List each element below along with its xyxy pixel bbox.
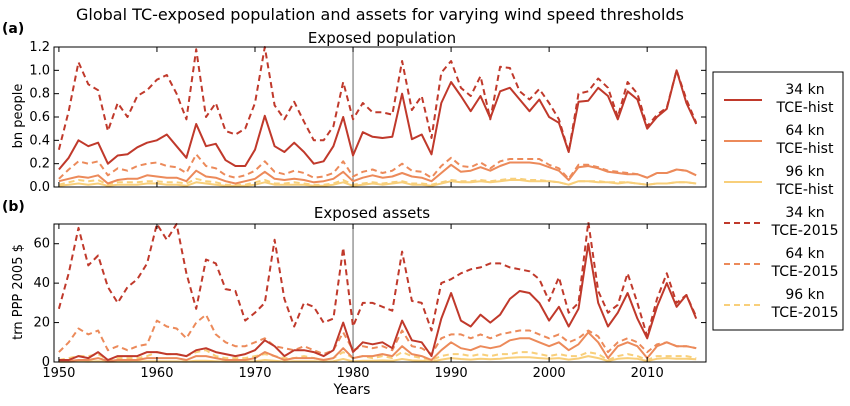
legend-label-dataset: TCE-hist (776, 182, 834, 198)
panel-b-series-2 (58, 331, 697, 362)
x-tick-label: 1990 (435, 366, 468, 381)
legend-label-threshold: 34 kn (785, 82, 824, 98)
x-tick-label: 1980 (336, 366, 369, 381)
panel-a-title: Exposed population (308, 29, 456, 47)
panel-a-ytick-label: 0.0 (29, 180, 50, 195)
panel-a-frame (53, 46, 707, 188)
panel-b-series-4 (57, 221, 698, 338)
panel-a-ytick-label: 0.8 (29, 87, 50, 102)
panel-a-series-3 (58, 179, 697, 187)
panel-b-title: Exposed assets (314, 204, 430, 222)
panel-a-ytick-label: 0.4 (29, 133, 50, 148)
panel-b-series-1 (58, 242, 698, 361)
panel-a-ytick-label: 0.6 (29, 110, 50, 125)
panel-b-ytick-label: 60 (33, 237, 50, 252)
panel-b-series-3 (58, 355, 697, 363)
legend: 34 kn TCE-hist 64 kn TCE-hist 96 kn TCE-hist 3… (712, 71, 844, 331)
legend-label-dataset: TCE-hist (776, 100, 834, 116)
legend-label-threshold: 34 kn (785, 205, 824, 221)
legend-label-dataset: TCE-hist (776, 141, 834, 157)
panel-b-frame (53, 223, 707, 363)
figure-title: Global TC-exposed population and assets … (76, 5, 684, 24)
panel-b-series-6 (58, 349, 697, 361)
panel-b-ytick-label: 0 (42, 355, 50, 370)
panel-a-ylabel: bn people (11, 84, 26, 149)
panel-a-ytick-label: 1.2 (29, 40, 50, 55)
legend-frame (712, 71, 844, 331)
x-tick-label: 2010 (631, 366, 664, 381)
panel-a-ytick-label: 1.0 (29, 63, 50, 78)
x-tick-label: 1950 (42, 366, 75, 381)
legend-label-threshold: 64 kn (785, 246, 824, 262)
x-tick-label: 1960 (140, 366, 173, 381)
x-axis-label: Years (333, 382, 371, 398)
panel-a-ytick-label: 0.2 (29, 157, 50, 172)
legend-label-dataset: TCE-2015 (770, 305, 838, 321)
panel-a-series-1 (58, 69, 698, 171)
panel-b-ytick-label: 20 (33, 316, 50, 331)
x-tick-label: 2000 (533, 366, 566, 381)
legend-label-threshold: 96 kn (785, 287, 824, 303)
panel-b-ytick-label: 40 (33, 276, 50, 291)
panel-b-ylabel: trn PPP 2005 $ (11, 244, 26, 340)
panel-b: (b) Exposed assets trn PPP 2005 $ 0 20 40 6… (2, 199, 707, 381)
panel-a: (a) Exposed population bn people 0.0 0.2 0… (2, 21, 707, 195)
panel-b-series-5 (58, 313, 697, 356)
panel-a-series-5 (58, 153, 697, 180)
panel-a-label: (a) (2, 21, 24, 37)
legend-label-dataset: TCE-2015 (770, 264, 838, 280)
legend-label-threshold: 64 kn (785, 123, 824, 139)
x-tick-label: 1970 (238, 366, 271, 381)
legend-label-dataset: TCE-2015 (770, 223, 838, 239)
legend-label-threshold: 96 kn (785, 164, 824, 180)
panel-a-series-4 (57, 46, 698, 153)
panel-b-label: (b) (2, 199, 25, 215)
panel-a-series-2 (58, 161, 697, 185)
